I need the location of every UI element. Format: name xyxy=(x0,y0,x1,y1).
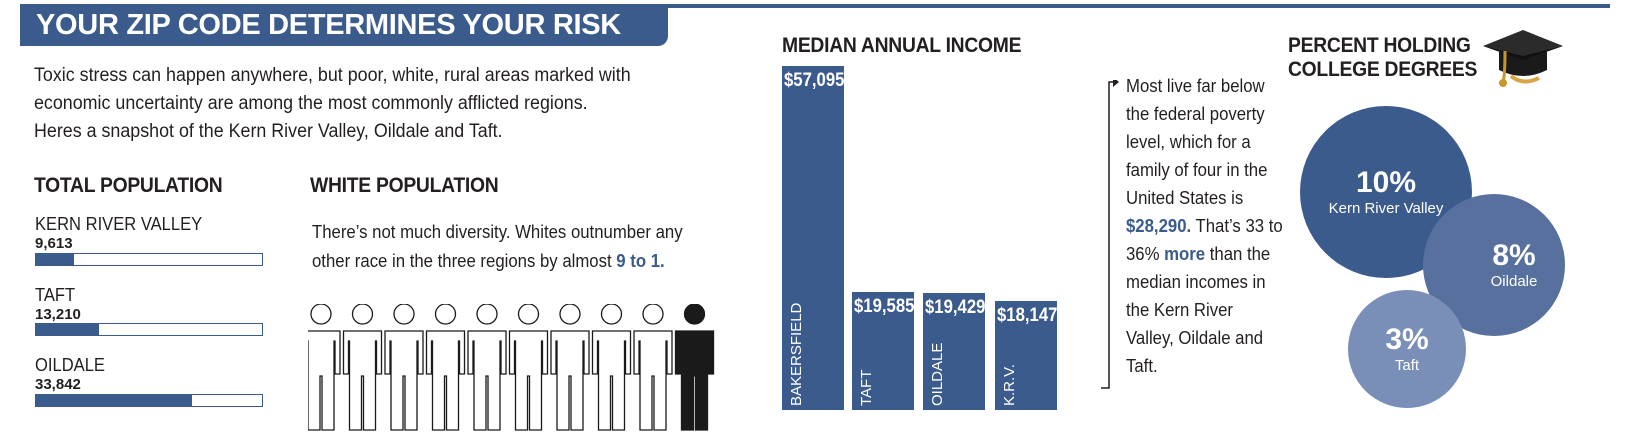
intro-line: Heres a snapshot of the Kern River Valle… xyxy=(34,121,503,142)
intro-text: Toxic stress can happen anywhere, but po… xyxy=(34,62,636,146)
income-value-label: $19,585 xyxy=(854,295,915,317)
college-heading-line: COLLEGE DEGREES xyxy=(1288,58,1478,81)
people-icon-row xyxy=(308,304,715,431)
bracket-arrow-icon xyxy=(1101,80,1119,389)
poverty-note: Most live far below the federal poverty … xyxy=(1126,72,1284,380)
person-white-icon xyxy=(508,304,549,431)
income-bar xyxy=(995,300,1057,410)
white-ratio-highlight: 9 to 1. xyxy=(616,251,665,271)
college-heading-line: PERCENT HOLDING xyxy=(1288,34,1471,57)
income-category-label: BAKERSFIELD xyxy=(788,302,805,406)
intro-line: economic uncertainty are among the most … xyxy=(34,93,588,114)
pop-name-krv: KERN RIVER VALLEY xyxy=(35,214,203,234)
person-white-icon xyxy=(467,304,507,431)
income-value-label: $57,095 xyxy=(784,70,845,91)
person-white-icon xyxy=(425,304,466,431)
pop-name-oildale: OILDALE xyxy=(35,355,105,375)
poverty-text: That’s 33 to 36% xyxy=(1126,216,1283,264)
income-value-label: $19,429 xyxy=(925,296,986,318)
poverty-text: Most live far below the federal poverty … xyxy=(1126,76,1268,208)
page-title: YOUR ZIP CODE DETERMINES YOUR RISK xyxy=(20,4,668,46)
income-value-label: $18,147 xyxy=(997,304,1058,326)
pop-bar-krv xyxy=(35,253,263,266)
top-rule xyxy=(640,4,1610,8)
income-chart-title: MEDIAN ANNUAL INCOME xyxy=(782,34,1022,57)
pop-bar-fill xyxy=(36,324,100,335)
person-white-icon xyxy=(550,304,590,431)
pop-value-oildale: 33,842 xyxy=(35,376,81,393)
graduation-cap-icon xyxy=(1483,30,1563,87)
pop-bar-taft xyxy=(35,323,263,336)
person-white-icon xyxy=(384,304,424,431)
person-white-icon xyxy=(633,304,673,431)
income-bar xyxy=(782,66,844,410)
college-label: Kern River Valley xyxy=(1328,200,1444,217)
pop-bar-fill xyxy=(36,395,192,406)
college-pct: 3% xyxy=(1385,323,1429,356)
college-circle-taft: 3% Taft xyxy=(1348,290,1466,408)
income-bar xyxy=(852,291,914,410)
person-white-icon xyxy=(591,304,632,431)
person-white-icon xyxy=(308,304,341,431)
intro-line: Toxic stress can happen anywhere, but po… xyxy=(34,65,631,86)
poverty-text: than the median incomes in the Kern Rive… xyxy=(1126,244,1271,376)
pop-bar-oildale xyxy=(35,394,263,407)
pop-name-taft: TAFT xyxy=(35,285,76,305)
college-circle-oildale: 8% Oildale xyxy=(1423,194,1565,336)
white-text: There’s not much diversity. Whites outnu… xyxy=(312,222,683,271)
poverty-more-highlight: more xyxy=(1164,244,1206,264)
total-population-heading: TOTAL POPULATION xyxy=(34,174,223,197)
pop-bar-fill xyxy=(36,254,75,265)
person-white-icon xyxy=(342,304,383,431)
pop-value-taft: 13,210 xyxy=(35,306,81,323)
pop-value-krv: 9,613 xyxy=(35,235,73,252)
income-category-label: TAFT xyxy=(858,369,875,406)
college-pct: 8% xyxy=(1492,239,1536,272)
white-population-heading: WHITE POPULATION xyxy=(310,174,499,197)
income-category-label: K.R.V. xyxy=(1001,364,1018,406)
college-pct: 10% xyxy=(1355,166,1417,199)
college-heading: PERCENT HOLDING COLLEGE DEGREES xyxy=(1288,34,1477,82)
poverty-level-highlight: $28,290. xyxy=(1126,216,1192,236)
person-other-icon xyxy=(674,304,715,431)
income-bar xyxy=(923,292,985,410)
white-population-text: There’s not much diversity. Whites outnu… xyxy=(312,218,721,276)
college-label: Taft xyxy=(1394,357,1420,374)
income-category-label: OILDALE xyxy=(929,342,946,406)
college-label: Oildale xyxy=(1490,273,1538,290)
